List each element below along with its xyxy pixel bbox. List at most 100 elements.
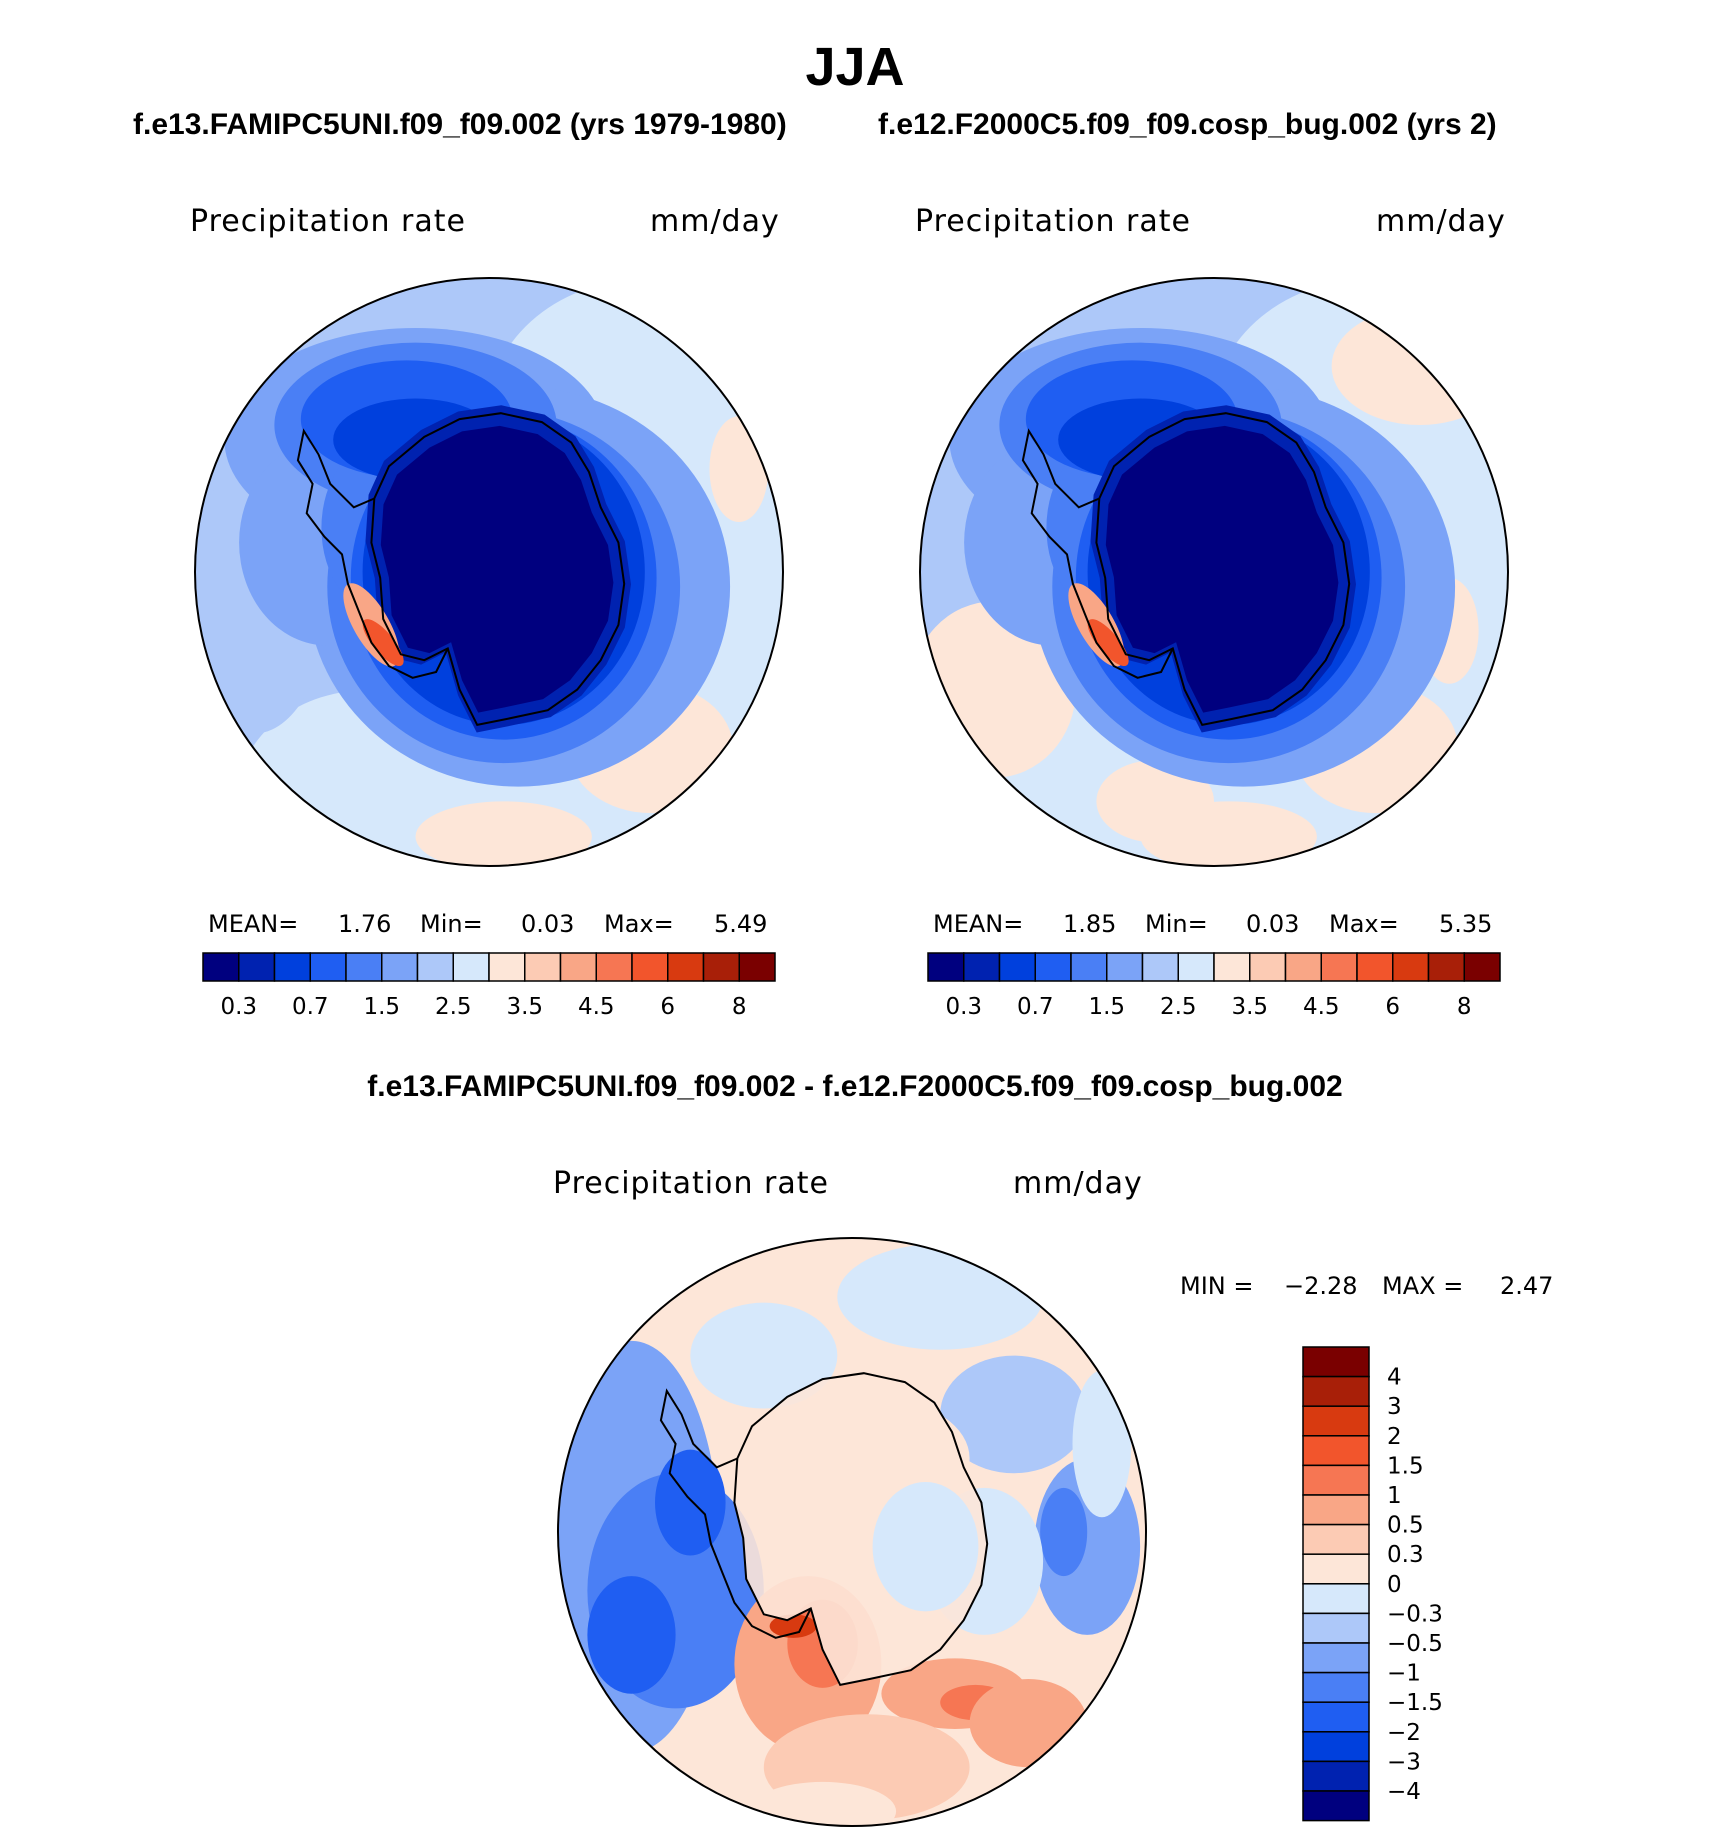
panel-3-colorbar-tick-label: −1.5: [1387, 1690, 1443, 1716]
panel-1-colorbar-swatch: [524, 952, 562, 982]
panel-3-colorbar-swatch: [1302, 1375, 1370, 1407]
panel-2-case-title: f.e12.F2000C5.f09_f09.cosp_bug.002 (yrs …: [878, 108, 1497, 141]
panel-3-colorbar-swatch: [1302, 1405, 1370, 1437]
panel-3-field-patch: [940, 1355, 1088, 1474]
panel-2-colorbar-tick-label: 3.5: [1231, 994, 1268, 1020]
panel-2-colorbar: 0.3 0.7 1.5 2.5 3.5 4.5 6 8: [927, 952, 1501, 1020]
panel-1-field-patch: [415, 801, 592, 866]
panel-3-colorbar-swatch: [1302, 1671, 1370, 1703]
panel-2-colorbar-swatch: [998, 952, 1036, 982]
panel-2-colorbar-tick-label: 1.5: [1088, 994, 1125, 1020]
panel-3-field-patch: [690, 1302, 838, 1409]
panel-3-colorbar-swatch: [1302, 1612, 1370, 1644]
panel-3-colorbar-tick-label: 0.5: [1387, 1513, 1424, 1539]
panel-3-colorbar-tick-label: −1: [1387, 1661, 1421, 1687]
panel-1-colorbar-swatch: [238, 952, 276, 982]
panel-3-field-patch: [1072, 1370, 1132, 1518]
panel-2-peninsula-max: [1087, 619, 1129, 667]
panel-1-colorbar-swatch: [202, 952, 240, 982]
panel-3-field-patch: [969, 1679, 1088, 1768]
panel-2-colorbar-swatch: [1177, 952, 1215, 982]
panel-1-colorbar-swatch: [345, 952, 383, 982]
panel-2-mean-label: MEAN=: [933, 910, 1024, 938]
panel-1-colorbar-swatch: [702, 952, 740, 982]
panel-2-colorbar-swatch: [1463, 952, 1501, 982]
panel-2-variable-label: Precipitation rate: [915, 204, 1191, 239]
panel-3-map-border: [557, 1237, 1147, 1827]
panel-1-colorbar-tick-label: 1.5: [363, 994, 400, 1020]
panel-2-colorbar-swatch: [963, 952, 1001, 982]
panel-3-colorbar-tick-label: 1.5: [1387, 1453, 1424, 1479]
panel-2-interior-field: [1105, 425, 1339, 713]
panel-2-min-value: 0.03: [1246, 910, 1300, 938]
panel-2-colorbar-swatch: [1070, 952, 1108, 982]
panel-3-colorbar-tick-label: 3: [1387, 1394, 1402, 1420]
panel-1-colorbar: 0.3 0.7 1.5 2.5 3.5 4.5 6 8: [202, 952, 776, 1020]
panel-1-colorbar-swatch: [452, 952, 490, 982]
panel-1-colorbar-tick-label: 4.5: [578, 994, 615, 1020]
panel-3-field-patch: [587, 1576, 676, 1694]
panel-3-colorbar-swatch: [1302, 1553, 1370, 1585]
panel-2-colorbar-swatch: [927, 952, 965, 982]
panel-1-units-label: mm/day: [650, 204, 780, 239]
panel-2-max-value: 5.35: [1439, 910, 1493, 938]
panel-3-max-value: 2.47: [1500, 1272, 1554, 1300]
panel-2-colorbar-tick-label: 4.5: [1303, 994, 1340, 1020]
panel-3-colorbar-tick-label: −2: [1387, 1720, 1421, 1746]
panel-1-colorbar-swatch: [309, 952, 347, 982]
panel-2-colorbar-swatch: [1106, 952, 1144, 982]
panel-1-max-label: Max=: [604, 910, 674, 938]
panel-1-colorbar-swatch: [667, 952, 705, 982]
panel-2-coastline: [1095, 412, 1351, 727]
panel-3-colorbar-swatch: [1302, 1464, 1370, 1496]
panel-1-interior-field: [380, 425, 614, 713]
panel-3-colorbar-swatch: [1302, 1790, 1370, 1822]
panel-3-units-label: mm/day: [1013, 1166, 1143, 1201]
panel-3-colorbar: 4 3 2 1.5 1 0.5 0.3 0 −0.3 −0.5 −1 −1.5 −2 −3 −4: [1302, 1346, 1443, 1822]
panel-3-colorbar-swatch: [1302, 1435, 1370, 1467]
panel-1-map-border: [194, 277, 784, 867]
panel-2-field-patch: [1096, 760, 1214, 843]
panel-2-colorbar-swatch: [1284, 952, 1322, 982]
panel-3-colorbar-tick-label: 0: [1387, 1572, 1402, 1598]
panel-3-coastline: [733, 1372, 989, 1687]
panel-2-peninsula-coastline: [1021, 428, 1174, 679]
panel-3-colorbar-swatch: [1302, 1731, 1370, 1763]
panel-3-colorbar-tick-label: −4: [1387, 1779, 1421, 1805]
panel-3-colorbar-swatch: [1302, 1701, 1370, 1733]
panel-1-peninsula-coastline: [296, 428, 449, 679]
panel-1-coastline: [370, 412, 626, 727]
panel-2-colorbar-swatch: [1249, 952, 1287, 982]
panel-1-colorbar-tick-label: 8: [732, 994, 747, 1020]
panel-3-colorbar-tick-label: 1: [1387, 1483, 1402, 1509]
panel-3-field-patch: [1040, 1487, 1088, 1577]
panel-3-peninsula-coastline: [659, 1388, 812, 1639]
panel-2-map-border: [919, 277, 1509, 867]
panel-3-min-label: MIN =: [1180, 1272, 1254, 1300]
panel-1-mean-label: MEAN=: [208, 910, 299, 938]
panel-1-colorbar-tick-label: 0.7: [292, 994, 329, 1020]
panel-3-colorbar-tick-label: 2: [1387, 1424, 1402, 1450]
panel-2-field-patch: [1331, 307, 1508, 425]
panel-1-peninsula-max: [362, 619, 404, 667]
panel-2-colorbar-swatch: [1213, 952, 1251, 982]
panel-3-min-value: −2.28: [1284, 1272, 1358, 1300]
panel-2-colorbar-tick-label: 0.3: [945, 994, 982, 1020]
panel-2-colorbar-swatch: [1320, 952, 1358, 982]
panel-3-field: [558, 1238, 1146, 1826]
panel-2-colorbar-tick-label: 6: [1385, 994, 1400, 1020]
panel-2-max-label: Max=: [1329, 910, 1399, 938]
panel-1-colorbar-swatch: [595, 952, 633, 982]
panel-3-colorbar-tick-label: 0.3: [1387, 1542, 1424, 1568]
panel-3-max-label: MAX =: [1382, 1272, 1464, 1300]
panel-3-colorbar-swatch: [1302, 1583, 1370, 1615]
panel-3-polar-map: [557, 1237, 1147, 1827]
panel-1-case-title: f.e13.FAMIPC5UNI.f09_f09.002 (yrs 1979-1…: [133, 108, 787, 141]
panel-3-colorbar-swatch: [1302, 1494, 1370, 1526]
panel-2-colorbar-swatch: [1392, 952, 1430, 982]
panel-1-colorbar-tick-label: 6: [660, 994, 675, 1020]
panel-1-max-value: 5.49: [714, 910, 768, 938]
panel-1-field-patch: [709, 416, 769, 523]
panel-1-colorbar-swatch: [738, 952, 776, 982]
panel-2-colorbar-tick-label: 2.5: [1160, 994, 1197, 1020]
